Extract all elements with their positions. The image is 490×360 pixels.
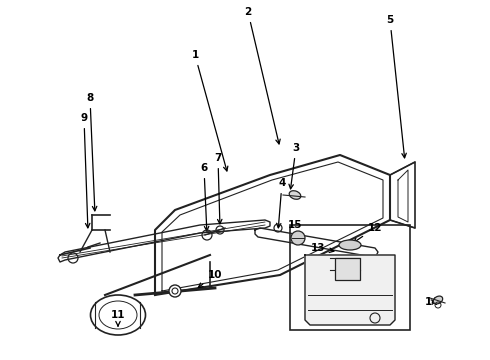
- Text: 12: 12: [353, 223, 382, 243]
- Ellipse shape: [339, 240, 361, 250]
- Bar: [335, 258, 360, 280]
- Text: 8: 8: [86, 93, 97, 211]
- Text: 6: 6: [200, 163, 209, 231]
- Text: 5: 5: [387, 15, 406, 158]
- Bar: [290, 225, 410, 330]
- Text: 1: 1: [192, 50, 228, 171]
- Text: 11: 11: [111, 310, 125, 326]
- Text: 3: 3: [289, 143, 299, 189]
- Circle shape: [169, 285, 181, 297]
- Text: 4: 4: [276, 178, 286, 228]
- Text: 2: 2: [245, 7, 280, 144]
- Text: 13: 13: [311, 243, 334, 253]
- Text: 10: 10: [198, 270, 222, 288]
- Polygon shape: [155, 155, 390, 295]
- Polygon shape: [305, 255, 395, 325]
- Ellipse shape: [289, 191, 301, 199]
- Polygon shape: [390, 162, 415, 228]
- Circle shape: [291, 231, 305, 245]
- Text: 14: 14: [425, 297, 440, 307]
- Text: 7: 7: [214, 153, 222, 224]
- Polygon shape: [255, 228, 378, 257]
- Text: 15: 15: [288, 220, 302, 237]
- Ellipse shape: [433, 296, 442, 304]
- Text: 9: 9: [80, 113, 90, 228]
- Polygon shape: [58, 220, 270, 262]
